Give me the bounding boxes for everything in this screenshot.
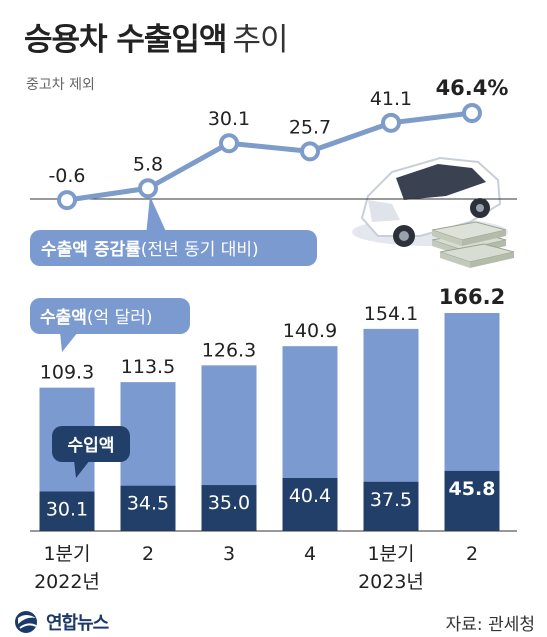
growth-point xyxy=(381,112,401,133)
logo-text: 연합뉴스 xyxy=(46,613,109,634)
import-value-label: 37.5 xyxy=(370,489,412,511)
x-tick-label: 2 xyxy=(466,543,478,565)
growth-point xyxy=(219,133,239,154)
growth-point xyxy=(300,141,320,162)
growth-value-label: 5.8 xyxy=(133,153,163,175)
export-series-label: 수출액(억 달러) xyxy=(40,308,153,328)
export-pill-pointer xyxy=(60,332,78,352)
export-value-label: 154.1 xyxy=(364,303,418,325)
growth-point xyxy=(57,190,77,211)
x-tick-label: 1분기 xyxy=(43,543,90,565)
import-series-label: 수입액 xyxy=(68,436,115,456)
money-stack-icon xyxy=(431,221,515,268)
growth-value-label: 46.4% xyxy=(436,76,509,100)
import-value-label: 34.5 xyxy=(127,493,169,515)
import-bar xyxy=(120,485,176,531)
import-bar xyxy=(363,481,419,531)
x-tick-label: 2 xyxy=(142,543,154,565)
page-title: 승용차 수출입액 추이 xyxy=(24,14,288,59)
import-value-label: 35.0 xyxy=(208,492,250,514)
import-value-label: 45.8 xyxy=(449,478,496,500)
growth-value-label: 30.1 xyxy=(208,108,250,130)
growth-line xyxy=(66,110,473,203)
import-bar xyxy=(282,478,338,531)
export-value-label: 140.9 xyxy=(283,320,337,342)
line-title-pill xyxy=(30,230,317,266)
import-bar xyxy=(444,470,500,531)
growth-value-label: -0.6 xyxy=(48,165,85,187)
x-tick-label: 3 xyxy=(223,543,235,565)
x-tick-label: 1분기 xyxy=(367,543,414,565)
line-title-pointer xyxy=(146,196,168,236)
import-series-pill xyxy=(52,426,130,462)
import-value-label: 40.4 xyxy=(289,485,331,507)
import-value-label: 30.1 xyxy=(46,499,88,521)
x-tick-label: 4 xyxy=(304,543,316,565)
export-value-label: 166.2 xyxy=(439,285,505,309)
growth-value-label: 25.7 xyxy=(289,116,331,138)
growth-value-label: 41.1 xyxy=(370,88,412,110)
logo: 연합뉴스 xyxy=(14,609,109,635)
title-sub: 추이 xyxy=(232,22,288,58)
import-pill-pointer xyxy=(74,460,90,478)
line-title-label: 수출액 증감률(전년 동기 대비) xyxy=(41,240,259,260)
title-main: 승용차 수출입액 xyxy=(24,22,227,58)
globe-icon xyxy=(15,611,37,633)
source-note: 자료: 관세청 xyxy=(445,615,535,635)
x-year-label: 2022년 xyxy=(34,571,100,593)
growth-point xyxy=(138,178,158,199)
export-value-label: 109.3 xyxy=(40,362,94,384)
import-bar xyxy=(39,491,95,531)
x-year-label: 2023년 xyxy=(358,571,424,593)
import-bar xyxy=(201,485,257,531)
export-value-label: 113.5 xyxy=(121,356,175,378)
growth-point xyxy=(462,103,482,123)
subtitle: 중고차 제외 xyxy=(26,77,95,93)
export-series-pill xyxy=(30,298,190,334)
export-value-label: 126.3 xyxy=(202,339,256,361)
